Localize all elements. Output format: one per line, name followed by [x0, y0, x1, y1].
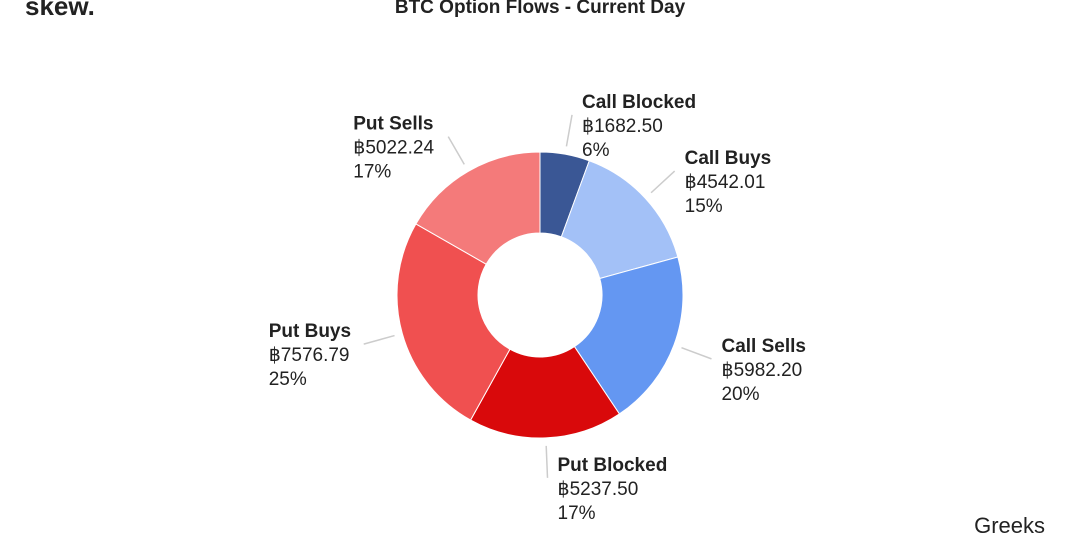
- slice-percent: 6%: [582, 140, 610, 161]
- slice-percent: 17%: [558, 503, 596, 524]
- slice-percent: 15%: [685, 196, 723, 217]
- slice-name: Call Sells: [721, 336, 806, 357]
- slice-name: Put Blocked: [558, 455, 668, 476]
- donut-slice: [415, 151, 541, 265]
- slice-percent: 25%: [269, 369, 307, 390]
- leader-line: [447, 136, 465, 165]
- slice-percent: 17%: [353, 162, 391, 183]
- leader-line: [565, 114, 573, 147]
- donut-slice: [396, 223, 511, 421]
- leader-line: [363, 334, 395, 345]
- watermark: Greeks: [974, 513, 1045, 538]
- slice-percent: 20%: [721, 384, 759, 405]
- slice-value: ฿5237.50: [558, 479, 639, 500]
- leader-line: [650, 170, 676, 194]
- slice-name: Put Sells: [353, 114, 433, 135]
- chart-title: BTC Option Flows - Current Day: [395, 0, 686, 18]
- donut-slice: [573, 256, 684, 415]
- slice-name: Call Buys: [685, 148, 772, 169]
- leader-line: [545, 445, 549, 478]
- slice-value: ฿5982.20: [721, 360, 802, 381]
- slice-name: Call Blocked: [582, 92, 696, 113]
- slice-value: ฿7576.79: [269, 345, 350, 366]
- slice-value: ฿5022.24: [353, 138, 434, 159]
- logo: skew.: [25, 0, 95, 21]
- slice-value: ฿4542.01: [685, 172, 766, 193]
- slice-name: Put Buys: [269, 321, 351, 342]
- slice-value: ฿1682.50: [582, 116, 663, 137]
- leader-line: [681, 347, 712, 360]
- donut-slice: [560, 160, 679, 280]
- donut-slice: [469, 345, 621, 439]
